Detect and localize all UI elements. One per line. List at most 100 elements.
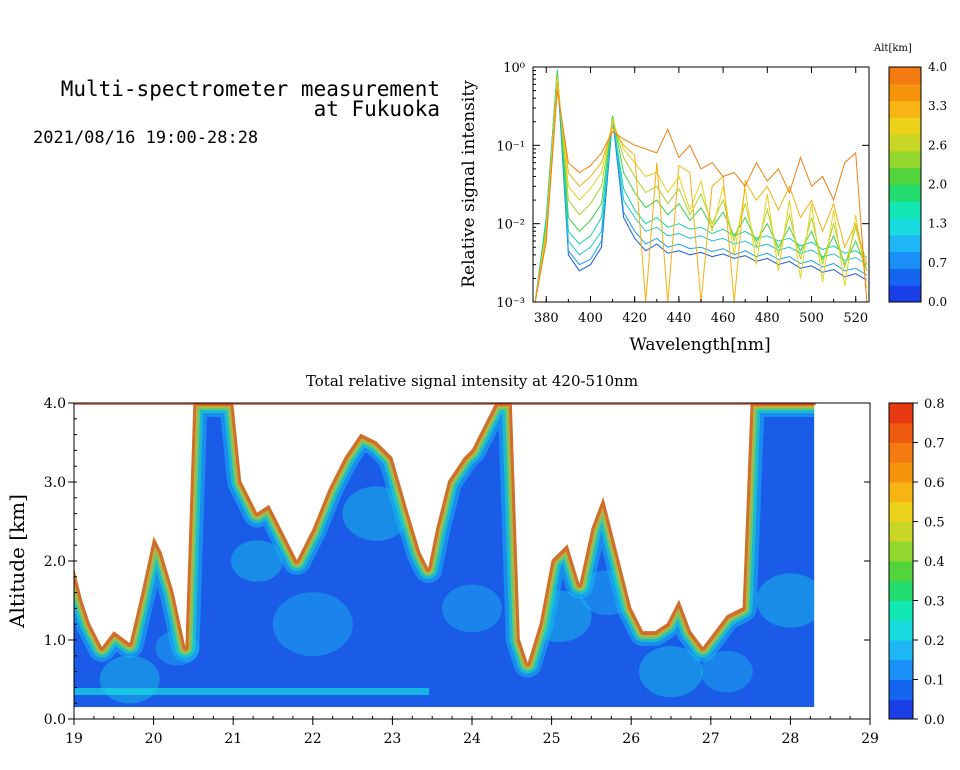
heatmap-x-tick-label: 24 [463,731,481,747]
heatmap-after-data-region [814,403,870,719]
heatmap-intensity-patch [99,655,160,704]
heatmap-y-tick-label: 0.0 [44,712,66,728]
altitude-colorbar-cell [889,218,921,236]
altitude-colorbar-cell [889,234,921,253]
altitude-colorbar-cell [889,83,921,102]
heatmap-y-tick-label: 3.0 [44,475,66,491]
altitude-colorbar-cell [889,167,921,185]
altitude-colorbar-cell [889,117,921,135]
intensity-colorbar-cell [889,422,913,443]
heatmap-no-data-region [74,403,815,663]
spectrum-y-tick-label: 10⁻² [496,218,525,233]
intensity-colorbar-cell [889,462,913,483]
heatmap-intensity-patch [272,592,353,657]
spectrum-x-tick-label: 420 [622,311,647,326]
heatmap-chart: 19 20 21 22 23 24 25 26 27 28 29 0.0 1.0 2.0 3.0 4.0 Al… [5,396,879,747]
intensity-colorbar-label: 0.2 [924,634,945,649]
altitude-colorbar-cell [889,201,921,219]
heatmap-x-tick-label: 25 [543,731,561,747]
intensity-colorbar-cell [889,620,913,641]
heatmap-x-tick-label: 27 [702,731,720,747]
intensity-colorbar-cell [889,442,913,463]
intensity-colorbar-cell [889,403,913,424]
spectrum-x-tick-label: 440 [666,311,691,326]
heatmap-edge-band-4 [74,403,815,667]
intensity-colorbar-cell [889,561,913,582]
intensity-colorbar-label: 0.3 [924,595,945,610]
intensity-colorbar-cell [889,521,913,542]
intensity-colorbar-label: 0.4 [924,555,945,570]
heatmap-intensity-patch [231,540,284,582]
intensity-colorbar-cell [889,482,913,503]
spectrum-series-line-4 [534,71,868,302]
heatmap-x-tick-label: 26 [622,731,640,747]
intensity-colorbar-label: 0.8 [924,397,945,412]
altitude-colorbar-label: 0.0 [928,295,947,309]
heatmap-x-tick-label: 28 [781,731,799,747]
spectrum-y-tick-label: 10⁰ [503,61,525,76]
altitude-colorbar-label: 2.0 [928,178,947,192]
heatmap-near-ground-band [74,688,429,695]
intensity-colorbar-cell [889,541,913,562]
intensity-colorbar: 0.8 0.7 0.6 0.5 0.4 0.3 0.2 0.1 0.0 [888,397,945,728]
heatmap-y-tick-label: 4.0 [44,396,66,412]
spectrum-y-axis-label: Relative signal intensity [459,80,479,288]
intensity-colorbar-label: 0.0 [924,713,945,728]
intensity-colorbar-cell [889,679,913,700]
altitude-colorbar-label: 0.7 [928,256,947,270]
spectrum-x-axis-label: Wavelength[nm] [629,335,770,355]
intensity-colorbar-cell [889,640,913,661]
spectrum-y-tick-label: 10⁻¹ [496,139,525,154]
altitude-colorbar-cell [889,268,921,286]
heatmap-x-tick-label: 23 [383,731,401,747]
spectrum-series-line-0 [534,70,868,302]
spectrum-series-line-6 [534,79,868,302]
spectrum-series-line-8 [534,90,868,302]
heatmap-x-tick-label: 19 [65,731,83,747]
spectrum-chart: 380 400 420 440 460 480 500 52010⁰10⁻¹10⁻²10⁻³ … [459,61,870,355]
heatmap-y-axis-label: Altitude [km] [5,494,29,629]
intensity-colorbar-cell [889,501,913,522]
heatmap-intensity-patch [700,650,753,693]
intensity-colorbar-label: 0.5 [924,516,945,531]
intensity-colorbar-label: 0.6 [924,476,945,491]
spectrum-series-line-2 [534,69,868,302]
heatmap-below-data-region [74,707,870,719]
spectrum-x-tick-label: 520 [843,311,868,326]
altitude-colorbar-cell [889,134,921,152]
intensity-colorbar-cell [889,699,913,720]
heatmap-x-tick-label: 22 [304,731,322,747]
intensity-colorbar-label: 0.7 [924,437,945,452]
measurement-datetime: 2021/08/16 19:00-28:28 [33,128,259,148]
altitude-colorbar-label: 1.3 [928,217,947,231]
heatmap-intensity-patch [639,646,703,698]
spectrum-series-line-7 [534,84,868,302]
spectrum-series-line-3 [534,70,868,302]
chart-title-line2: at Fukuoka [313,97,440,121]
spectrum-series-line-5 [534,74,868,302]
spectrum-x-tick-label: 460 [711,311,736,326]
altitude-colorbar-cell [889,67,921,85]
spectrum-x-tick-label: 380 [534,311,559,326]
altitude-colorbar: Alt[km] 4.0 3.3 2.6 2.0 1.3 0.7 0.0 [873,43,947,309]
spectrum-y-tick-label: 10⁻³ [496,296,525,311]
spectrum-x-tick-label: 480 [755,311,780,326]
heatmap-y-tick-label: 2.0 [44,554,66,570]
altitude-colorbar-cell [889,285,921,303]
spectrum-series-line-1 [534,70,868,302]
intensity-colorbar-cell [889,659,913,680]
heatmap-intensity-patch [442,584,502,633]
altitude-colorbar-title: Alt[km] [873,43,912,54]
heatmap-x-tick-label: 21 [224,731,242,747]
altitude-colorbar-label: 3.3 [928,99,947,113]
altitude-colorbar-cell [889,251,921,269]
altitude-colorbar-label: 2.6 [928,138,947,152]
intensity-colorbar-cell [889,580,913,601]
heatmap-top-edge [74,403,816,405]
spectrum-x-tick-label: 400 [578,311,603,326]
altitude-colorbar-cell [889,150,921,169]
chart-title-line1: Multi-spectrometer measurement [60,77,440,101]
heatmap-x-tick-label: 29 [861,731,879,747]
heatmap-y-tick-label: 1.0 [44,633,66,649]
intensity-colorbar-label: 0.1 [924,674,945,689]
